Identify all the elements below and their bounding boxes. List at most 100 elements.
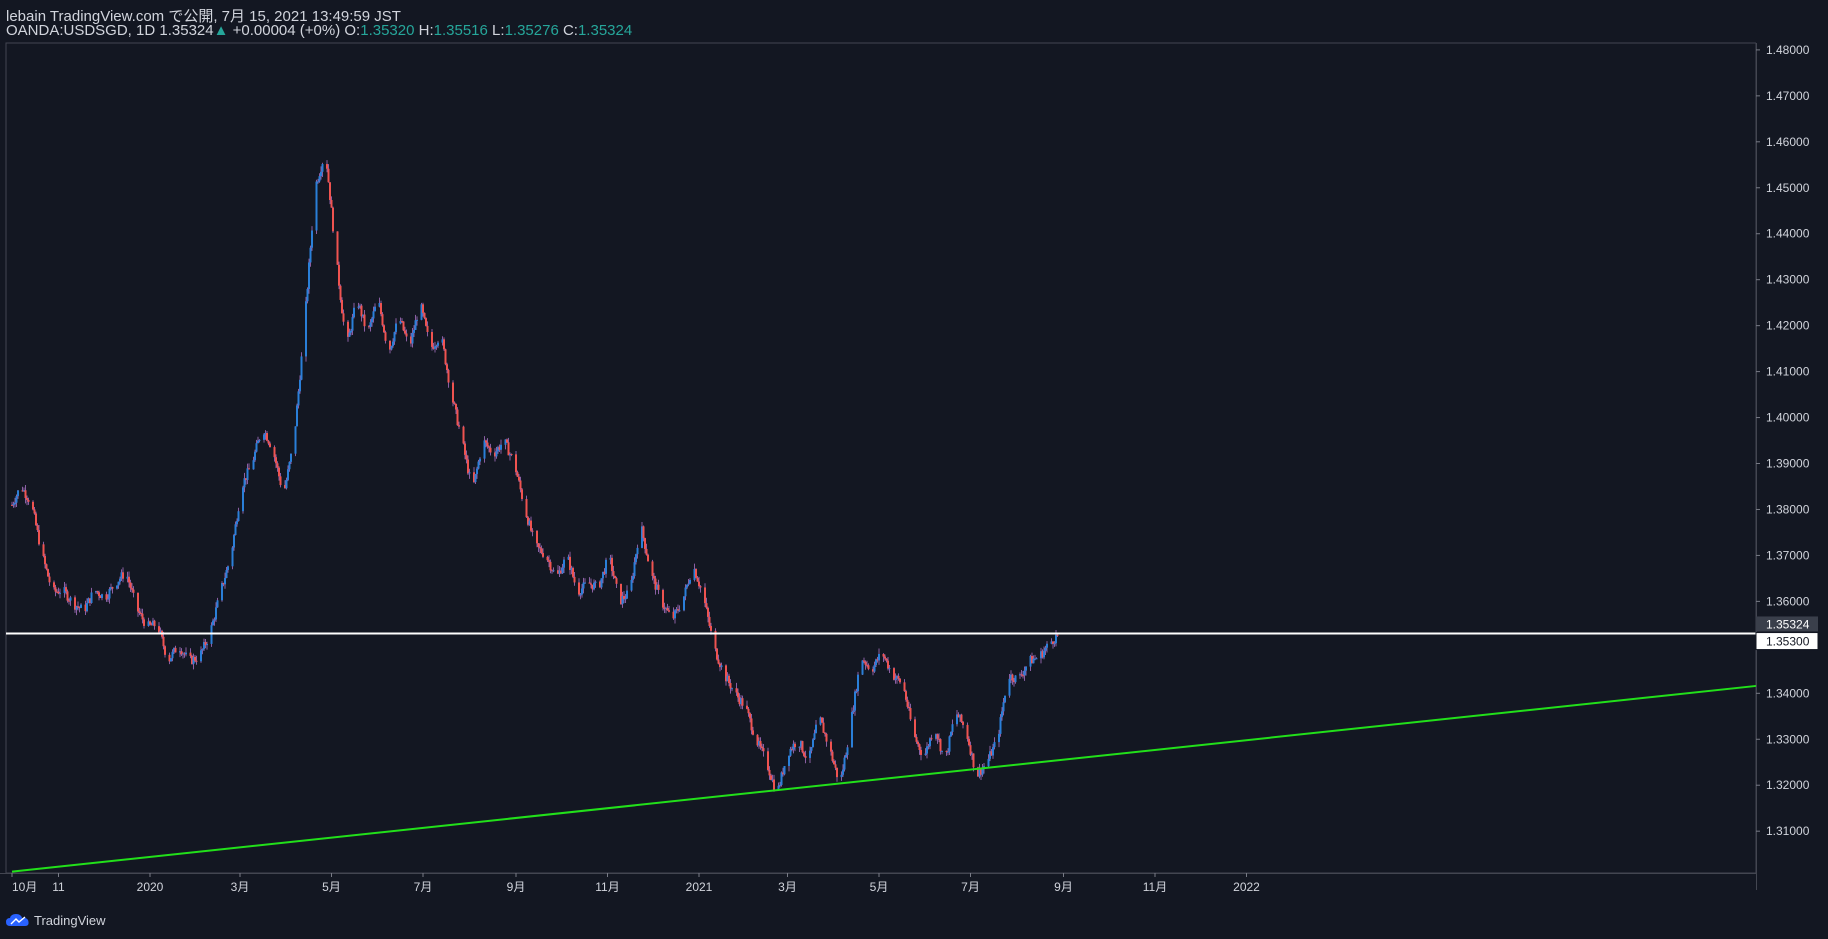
candle-body <box>600 578 603 588</box>
candles <box>11 164 1059 791</box>
candle-body <box>747 708 750 714</box>
candle-body <box>518 476 520 481</box>
candle-body <box>378 303 381 307</box>
candle-body <box>729 683 732 689</box>
time-tick-label: 10月 <box>12 880 37 894</box>
candle-body <box>882 653 885 657</box>
candle-body <box>59 592 61 594</box>
candle-body <box>468 472 471 474</box>
candle-body <box>593 582 595 590</box>
candle-body <box>834 764 837 768</box>
candle-body <box>38 530 40 545</box>
candle-body <box>948 736 951 752</box>
candle-body <box>875 659 877 666</box>
candle-body <box>278 467 280 477</box>
candle-body <box>411 332 414 344</box>
candle-body <box>962 721 964 725</box>
candle-body <box>981 768 984 775</box>
candle-body <box>515 454 517 473</box>
open-value: 1.35320 <box>360 22 415 39</box>
candle-body <box>246 468 249 481</box>
candle-body <box>194 656 196 661</box>
candle-body <box>150 624 153 626</box>
candle-body <box>359 305 361 307</box>
candle-body <box>1055 634 1057 644</box>
candle-body <box>1020 674 1023 676</box>
price-axis[interactable]: 1.48000 1.47000 1.46000 1.45000 1.44000 1.430… <box>1755 0 1828 890</box>
candle-body <box>488 446 490 448</box>
candle-body <box>489 447 492 453</box>
candle-body <box>614 575 616 579</box>
candle-body <box>767 751 769 770</box>
candle-body <box>1022 675 1024 677</box>
candle-body <box>971 753 973 755</box>
candle-body <box>750 718 753 731</box>
candle-body <box>726 675 729 682</box>
candle-body <box>464 443 466 455</box>
candle-body <box>504 439 507 445</box>
support-trendline[interactable] <box>11 684 1757 873</box>
candle-body <box>363 314 366 327</box>
time-tick-label: 9月 <box>507 880 526 894</box>
candle-body <box>623 596 625 599</box>
drawn-lines[interactable] <box>6 632 1757 873</box>
candle-body <box>645 548 648 555</box>
time-tick-label: 7月 <box>414 880 433 894</box>
candle-body <box>525 499 528 518</box>
candle-body <box>845 754 847 758</box>
candle-body <box>80 604 82 608</box>
candle-body <box>603 571 606 574</box>
candle-body <box>374 306 376 312</box>
time-axis[interactable]: 10月 11 2020 3月 5月 7月 9月 11月 2021 3月 5月 7月 9月 11月 2022 <box>0 873 1756 894</box>
candle-body <box>159 630 162 633</box>
price-tick-label: 1.34000 <box>1766 686 1810 700</box>
candle-body <box>183 653 186 655</box>
candle-body <box>410 336 412 344</box>
candle-body <box>111 587 114 589</box>
candle-body <box>567 556 570 560</box>
candle-body <box>987 758 990 767</box>
candle-body <box>402 321 405 331</box>
candle-body <box>326 164 328 169</box>
candle-body <box>548 560 550 562</box>
price-tick-label: 1.38000 <box>1766 502 1810 516</box>
candle-body <box>746 705 748 709</box>
price-tick-label: 1.41000 <box>1766 365 1810 379</box>
candle-body <box>857 674 859 692</box>
candle-body <box>443 339 445 350</box>
candle-body <box>1023 670 1026 676</box>
candle-body <box>444 349 447 365</box>
candle-body <box>399 321 402 324</box>
candle-body <box>699 586 702 588</box>
close-label: C: <box>562 22 578 39</box>
candle-body <box>557 570 559 574</box>
price-change: +0.00004 (+0%) <box>232 22 341 39</box>
time-tick-label: 3月 <box>778 880 797 894</box>
candle-body <box>936 734 939 739</box>
candle-body <box>672 611 675 619</box>
price-tick-label: 1.42000 <box>1766 319 1810 333</box>
candle-body <box>909 708 912 720</box>
candle-body <box>242 487 244 512</box>
candle-body <box>620 583 622 605</box>
candle-body <box>686 584 688 588</box>
candle-body <box>678 610 681 612</box>
candle-body <box>164 646 166 655</box>
candle-body <box>1029 655 1032 667</box>
candle-body <box>665 607 667 610</box>
candle-body <box>651 561 654 576</box>
time-tick-label: 11月 <box>1143 880 1167 894</box>
time-tick-label: 5月 <box>870 880 889 894</box>
candle-body <box>647 554 649 562</box>
candle-body <box>129 582 132 589</box>
candle-body <box>153 620 156 627</box>
horizontal-line-price-box <box>1755 632 1819 651</box>
candle-body <box>200 650 202 662</box>
candle-body <box>674 610 676 619</box>
candle-body <box>777 785 780 791</box>
candle-body <box>824 732 826 734</box>
candle-body <box>89 598 91 603</box>
candle-body <box>966 724 969 739</box>
candle-body <box>372 311 375 319</box>
